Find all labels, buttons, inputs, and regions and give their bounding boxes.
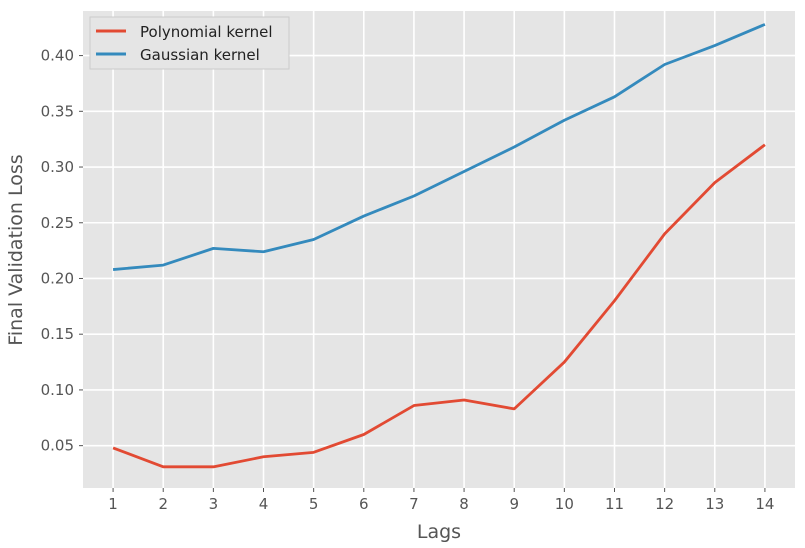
legend-label-gaussian: Gaussian kernel [140,46,260,64]
x-axis-ticks: 1 2 3 4 5 6 7 8 9 10 11 12 13 14 [108,495,774,513]
y-tick-label: 0.35 [41,102,74,120]
y-tick-label: 0.20 [41,269,74,287]
legend-label-polynomial: Polynomial kernel [140,23,273,41]
legend-box [89,16,290,70]
series-lines [112,23,766,469]
grid-lines [79,11,795,492]
series-line-polynomial [112,143,766,469]
x-tick-label: 1 [108,495,118,513]
x-tick-label: 11 [605,495,624,513]
y-tick-label: 0.25 [41,214,74,232]
y-axis-label: Final Validation Loss [5,154,27,345]
x-tick-label: 13 [705,495,724,513]
x-tick-label: 9 [509,495,519,513]
x-tick-label: 8 [459,495,469,513]
x-tick-label: 2 [158,495,168,513]
y-tick-label: 0.10 [41,381,74,399]
y-tick-label: 0.15 [41,325,74,343]
y-tick-label: 0.40 [41,47,74,65]
x-tick-label: 14 [755,495,774,513]
plot-area [83,11,795,488]
x-axis-label: Lags [417,521,461,543]
y-tick-label: 0.30 [41,158,74,176]
x-tick-label: 10 [555,495,574,513]
legend: Polynomial kernel Gaussian kernel [89,16,290,70]
y-tick-label: 0.05 [41,437,74,455]
x-tick-label: 5 [309,495,319,513]
x-tick-label: 6 [359,495,369,513]
x-tick-label: 3 [209,495,219,513]
y-axis-ticks: 0.05 0.10 0.15 0.20 0.25 0.30 0.35 0.40 [41,47,74,455]
series-line-gaussian [112,23,766,271]
x-tick-label: 12 [655,495,674,513]
x-tick-label: 7 [409,495,419,513]
x-tick-label: 4 [259,495,269,513]
